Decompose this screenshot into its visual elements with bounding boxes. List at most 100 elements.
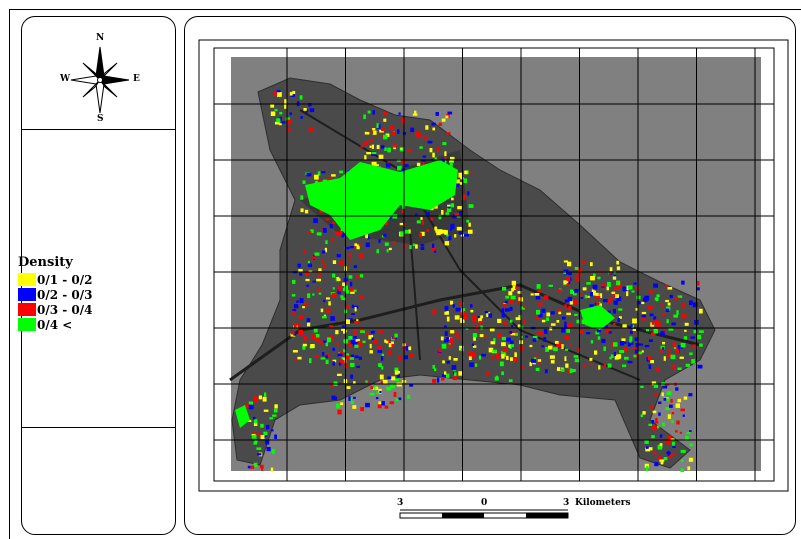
- density-pixel: [314, 252, 320, 256]
- density-pixel: [446, 360, 450, 364]
- density-pixel: [332, 221, 335, 225]
- density-pixel: [670, 354, 676, 360]
- density-pixel: [509, 344, 514, 348]
- density-pixel: [291, 294, 296, 297]
- density-pixel: [403, 348, 406, 352]
- density-pixel: [394, 370, 399, 375]
- density-pixel: [570, 323, 573, 327]
- density-pixel: [383, 134, 388, 140]
- density-pixel: [650, 405, 654, 409]
- density-pixel: [345, 289, 350, 294]
- density-pixel: [640, 385, 644, 388]
- density-pixel: [609, 297, 614, 300]
- density-pixel: [400, 231, 405, 236]
- density-pixel: [254, 396, 258, 401]
- density-pixel: [637, 301, 641, 305]
- density-pixel: [608, 331, 612, 334]
- scale-right-value: 3: [563, 498, 570, 508]
- density-pixel: [627, 285, 633, 290]
- density-pixel: [590, 262, 593, 267]
- density-pixel: [567, 368, 570, 374]
- density-pixel: [348, 396, 351, 401]
- density-pixel: [616, 296, 622, 302]
- density-pixel: [537, 359, 542, 362]
- density-pixel: [607, 299, 611, 304]
- density-pixel: [480, 315, 483, 319]
- density-pixel: [656, 294, 660, 298]
- density-pixel: [668, 328, 674, 331]
- density-pixel: [520, 306, 525, 310]
- density-pixel: [423, 136, 428, 140]
- density-pixel: [376, 123, 379, 129]
- density-pixel: [680, 449, 686, 453]
- density-pixel: [545, 347, 549, 352]
- density-pixel: [331, 292, 337, 297]
- density-pixel: [353, 396, 356, 399]
- density-pixel: [481, 353, 486, 357]
- compass-north-label: N: [96, 33, 105, 43]
- density-pixel: [501, 342, 506, 347]
- density-pixel: [312, 256, 317, 259]
- density-pixel: [378, 363, 382, 367]
- density-pixel: [386, 386, 392, 391]
- density-pixel: [564, 321, 567, 325]
- density-pixel: [549, 327, 553, 331]
- density-pixel: [293, 304, 299, 309]
- density-pixel: [306, 172, 312, 177]
- density-pixel: [566, 324, 571, 328]
- density-pixel: [537, 331, 542, 334]
- density-pixel: [594, 350, 598, 355]
- density-pixel: [501, 336, 506, 341]
- density-pixel: [666, 319, 669, 324]
- density-pixel: [381, 353, 384, 357]
- density-pixel: [675, 430, 678, 433]
- density-pixel: [536, 284, 541, 289]
- density-pixel: [338, 232, 343, 235]
- density-pixel: [420, 246, 425, 250]
- density-pixel: [345, 281, 349, 284]
- density-pixel: [365, 380, 368, 383]
- density-pixel: [633, 282, 637, 285]
- density-pixel: [597, 296, 601, 299]
- density-pixel: [548, 345, 553, 350]
- density-pixel: [359, 296, 364, 299]
- density-pixel: [435, 112, 439, 116]
- density-pixel: [392, 241, 396, 245]
- density-pixel: [339, 170, 344, 174]
- density-pixel: [535, 296, 541, 300]
- density-pixel: [260, 435, 265, 439]
- density-pixel: [469, 362, 474, 368]
- density-pixel: [432, 309, 437, 313]
- density-pixel: [388, 216, 392, 220]
- density-pixel: [627, 342, 631, 347]
- density-pixel: [567, 368, 573, 374]
- density-pixel: [397, 165, 402, 171]
- density-pixel: [461, 194, 466, 199]
- density-pixel: [632, 328, 636, 331]
- density-pixel: [693, 329, 697, 334]
- density-pixel: [502, 322, 507, 325]
- density-pixel: [682, 303, 685, 308]
- density-pixel: [444, 241, 449, 246]
- density-pixel: [284, 104, 287, 109]
- density-pixel: [488, 313, 493, 318]
- density-pixel: [434, 226, 438, 231]
- density-pixel: [472, 333, 478, 338]
- density-pixel: [421, 220, 424, 225]
- density-pixel: [504, 300, 508, 304]
- map-graticule: [231, 57, 761, 471]
- legend-label: 0/1 - 0/2: [37, 272, 93, 287]
- density-pixel: [557, 309, 561, 313]
- density-pixel: [371, 387, 376, 390]
- density-pixel: [401, 209, 405, 213]
- density-pixel: [370, 130, 373, 134]
- density-pixel: [341, 328, 345, 331]
- density-pixel: [444, 331, 448, 336]
- density-pixel: [563, 260, 569, 263]
- density-pixel: [537, 302, 543, 305]
- legend-swatch: [18, 273, 36, 286]
- density-pixel: [630, 342, 634, 345]
- density-pixel: [365, 233, 368, 239]
- density-pixel: [601, 338, 606, 344]
- density-pixel: [466, 170, 469, 175]
